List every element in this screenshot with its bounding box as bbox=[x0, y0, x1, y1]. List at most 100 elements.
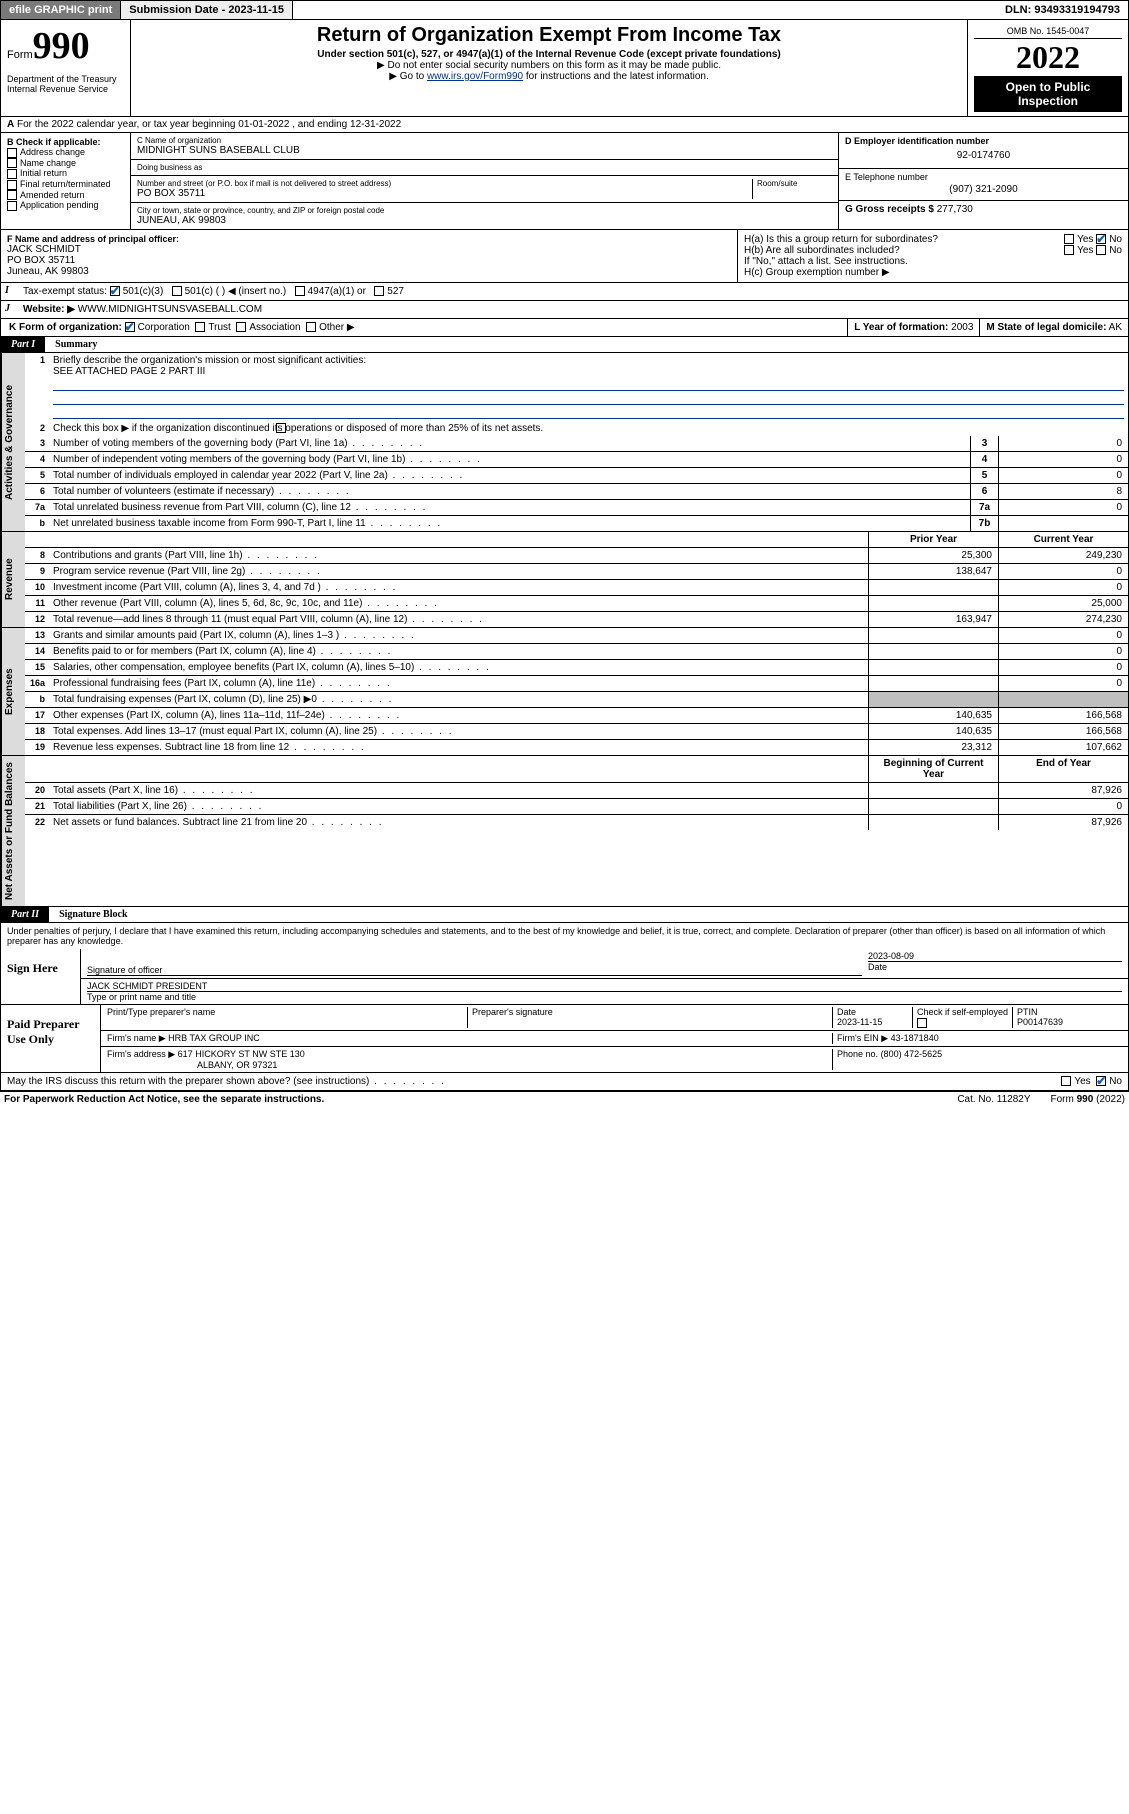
val-curr: 0 bbox=[998, 660, 1128, 675]
chk-name-change[interactable] bbox=[7, 158, 17, 168]
table-row: 19Revenue less expenses. Subtract line 1… bbox=[25, 740, 1128, 755]
sign-here-block: Sign Here Signature of officer 2023-08-0… bbox=[0, 949, 1129, 1005]
sign-here-label: Sign Here bbox=[1, 949, 81, 1004]
chk-trust[interactable] bbox=[195, 322, 205, 332]
phone: (907) 321-2090 bbox=[845, 182, 1122, 197]
form-990-label: Form 990 (2022) bbox=[1051, 1094, 1125, 1105]
chk-hb-yes[interactable] bbox=[1064, 245, 1074, 255]
street-address: PO BOX 35711 bbox=[137, 188, 752, 199]
section-e-label: E Telephone number bbox=[845, 172, 1122, 182]
vtab-expenses: Expenses bbox=[1, 628, 25, 755]
val-prior bbox=[868, 596, 998, 611]
table-row: bTotal fundraising expenses (Part IX, co… bbox=[25, 692, 1128, 708]
table-row: 10Investment income (Part VIII, column (… bbox=[25, 580, 1128, 596]
omb-number: OMB No. 1545-0047 bbox=[974, 24, 1122, 39]
val-prior: 163,947 bbox=[868, 612, 998, 627]
website: WWW.MIDNIGHTSUNSVASEBALL.COM bbox=[78, 304, 262, 315]
table-row: 16aProfessional fundraising fees (Part I… bbox=[25, 676, 1128, 692]
chk-501c3[interactable] bbox=[110, 286, 120, 296]
val-curr: 274,230 bbox=[998, 612, 1128, 627]
vtab-governance: Activities & Governance bbox=[1, 353, 25, 531]
chk-self-emp[interactable] bbox=[917, 1018, 927, 1028]
chk-other[interactable] bbox=[306, 322, 316, 332]
officer-name: JACK SCHMIDT bbox=[7, 244, 731, 255]
chk-4947[interactable] bbox=[295, 286, 305, 296]
table-row: 13Grants and similar amounts paid (Part … bbox=[25, 628, 1128, 644]
dept-label: Department of the Treasury Internal Reve… bbox=[7, 68, 124, 94]
chk-amended[interactable] bbox=[7, 190, 17, 200]
penalties-text: Under penalties of perjury, I declare th… bbox=[0, 923, 1129, 949]
val-curr: 166,568 bbox=[998, 708, 1128, 723]
val-curr: 25,000 bbox=[998, 596, 1128, 611]
chk-hb-no[interactable] bbox=[1096, 245, 1106, 255]
chk-discuss-yes[interactable] bbox=[1061, 1076, 1071, 1086]
table-row: 14Benefits paid to or for members (Part … bbox=[25, 644, 1128, 660]
paid-preparer-block: Paid Preparer Use Only Print/Type prepar… bbox=[0, 1005, 1129, 1073]
table-row: 9Program service revenue (Part VIII, lin… bbox=[25, 564, 1128, 580]
val-curr: 107,662 bbox=[998, 740, 1128, 755]
chk-ha-no[interactable] bbox=[1096, 234, 1106, 244]
table-row: 22Net assets or fund balances. Subtract … bbox=[25, 815, 1128, 830]
val-prior bbox=[868, 580, 998, 595]
val-prior bbox=[868, 660, 998, 675]
firm-ein: 43-1871840 bbox=[891, 1033, 939, 1043]
val-curr bbox=[998, 692, 1128, 707]
chk-initial-return[interactable] bbox=[7, 169, 17, 179]
val-3: 0 bbox=[998, 436, 1128, 451]
val-prior bbox=[868, 692, 998, 707]
paid-prep-label: Paid Preparer Use Only bbox=[1, 1005, 101, 1072]
governance-section: Activities & Governance 1 Briefly descri… bbox=[0, 353, 1129, 532]
chk-527[interactable] bbox=[374, 286, 384, 296]
val-curr: 87,926 bbox=[998, 815, 1128, 830]
revenue-section: Revenue Prior Year Current Year 8Contrib… bbox=[0, 532, 1129, 628]
subtitle-3: ▶ Go to www.irs.gov/Form990 for instruct… bbox=[137, 71, 961, 82]
subtitle-2: ▶ Do not enter social security numbers o… bbox=[137, 60, 961, 71]
firm-addr1: 617 HICKORY ST NW STE 130 bbox=[178, 1049, 305, 1059]
section-klm: K Form of organization: Corporation Trus… bbox=[0, 319, 1129, 337]
val-curr: 0 bbox=[998, 676, 1128, 691]
val-prior: 25,300 bbox=[868, 548, 998, 563]
val-prior bbox=[868, 676, 998, 691]
form-header: Form990 Department of the Treasury Inter… bbox=[0, 20, 1129, 117]
chk-assoc[interactable] bbox=[236, 322, 246, 332]
val-curr: 0 bbox=[998, 628, 1128, 643]
prep-date: 2023-11-15 bbox=[837, 1017, 882, 1027]
val-curr: 166,568 bbox=[998, 724, 1128, 739]
chk-app-pending[interactable] bbox=[7, 201, 17, 211]
mission-text: SEE ATTACHED PAGE 2 PART III bbox=[53, 366, 1124, 377]
table-row: 11Other revenue (Part VIII, column (A), … bbox=[25, 596, 1128, 612]
page-footer: For Paperwork Reduction Act Notice, see … bbox=[0, 1091, 1129, 1107]
chk-discontinued[interactable] bbox=[276, 423, 286, 433]
val-curr: 87,926 bbox=[998, 783, 1128, 798]
ptin: P00147639 bbox=[1017, 1017, 1063, 1027]
org-name: MIDNIGHT SUNS BASEBALL CLUB bbox=[137, 145, 832, 156]
officer-addr2: Juneau, AK 99803 bbox=[7, 266, 731, 277]
part2-header: Part II Signature Block bbox=[0, 907, 1129, 923]
ein: 92-0174760 bbox=[845, 146, 1122, 165]
efile-btn[interactable]: efile GRAPHIC print bbox=[1, 1, 121, 19]
gross-receipts: 277,730 bbox=[937, 204, 973, 215]
chk-ha-yes[interactable] bbox=[1064, 234, 1074, 244]
chk-address-change[interactable] bbox=[7, 148, 17, 158]
chk-final-return[interactable] bbox=[7, 180, 17, 190]
hdr-curr: Current Year bbox=[998, 532, 1128, 547]
efile-topbar: efile GRAPHIC print Submission Date - 20… bbox=[0, 0, 1129, 20]
year-formation: 2003 bbox=[951, 322, 973, 333]
val-6: 8 bbox=[998, 484, 1128, 499]
chk-discuss-no[interactable] bbox=[1096, 1076, 1106, 1086]
form-prefix: Form bbox=[7, 49, 33, 61]
val-curr: 0 bbox=[998, 564, 1128, 579]
sections-fh: F Name and address of principal officer:… bbox=[0, 229, 1129, 283]
section-b: B Check if applicable: Address change Na… bbox=[1, 133, 131, 229]
submission-date-btn[interactable]: Submission Date - 2023-11-15 bbox=[121, 1, 293, 19]
chk-501c[interactable] bbox=[172, 286, 182, 296]
table-row: 18Total expenses. Add lines 13–17 (must … bbox=[25, 724, 1128, 740]
paperwork-notice: For Paperwork Reduction Act Notice, see … bbox=[4, 1094, 937, 1105]
irs-link[interactable]: www.irs.gov/Form990 bbox=[427, 71, 523, 82]
vtab-revenue: Revenue bbox=[1, 532, 25, 627]
officer-addr1: PO BOX 35711 bbox=[7, 255, 731, 266]
hdr-beg: Beginning of Current Year bbox=[868, 756, 998, 782]
val-7b bbox=[998, 516, 1128, 531]
chk-corp[interactable] bbox=[125, 322, 135, 332]
section-i: I Tax-exempt status: 501(c)(3) 501(c) ( … bbox=[0, 283, 1129, 301]
